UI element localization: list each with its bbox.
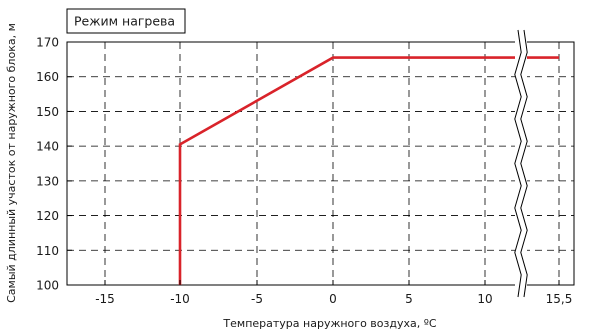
x-tick-label: -15 — [95, 292, 115, 306]
y-tick-labels: 100 110 120 130 140 150 160 170 — [36, 36, 72, 293]
y-tick-label: 150 — [36, 105, 59, 119]
x-tick-label: 0 — [329, 292, 337, 306]
x-tick-label: 5 — [405, 292, 413, 306]
plot-frame — [66, 41, 575, 286]
y-tick-label: 120 — [36, 209, 59, 223]
x-tick-label: 10 — [477, 292, 492, 306]
series-layer — [178, 56, 559, 285]
x-tick-label: -10 — [170, 292, 190, 306]
y-tick-label: 170 — [36, 36, 59, 50]
plot-area — [66, 29, 575, 298]
x-tick-label: 15,5 — [546, 292, 573, 306]
y-tick-label: 130 — [36, 174, 59, 188]
axis-break-line-1 — [520, 29, 528, 298]
horizontal-gridlines — [67, 76, 574, 251]
x-tick-labels: -15 -10 -5 0 5 10 15,5 — [95, 280, 572, 306]
x-tick-label: -5 — [251, 292, 263, 306]
axis-break — [514, 29, 528, 298]
y-tick-label: 110 — [36, 244, 59, 258]
y-tick-label: 160 — [36, 70, 59, 84]
title-box: Режим нагрева — [66, 8, 186, 34]
axis-break-line-0 — [514, 29, 522, 298]
y-tick-label: 140 — [36, 140, 59, 154]
series-line-0 — [178, 56, 559, 285]
y-tick-label: 100 — [36, 279, 59, 293]
y-axis-label: Самый длинный участок от наружного блока… — [5, 23, 18, 303]
vertical-gridlines — [104, 42, 560, 285]
x-axis-label: Температура наружного воздуха, ºС — [222, 317, 436, 329]
chart-title: Режим нагрева — [74, 14, 175, 29]
